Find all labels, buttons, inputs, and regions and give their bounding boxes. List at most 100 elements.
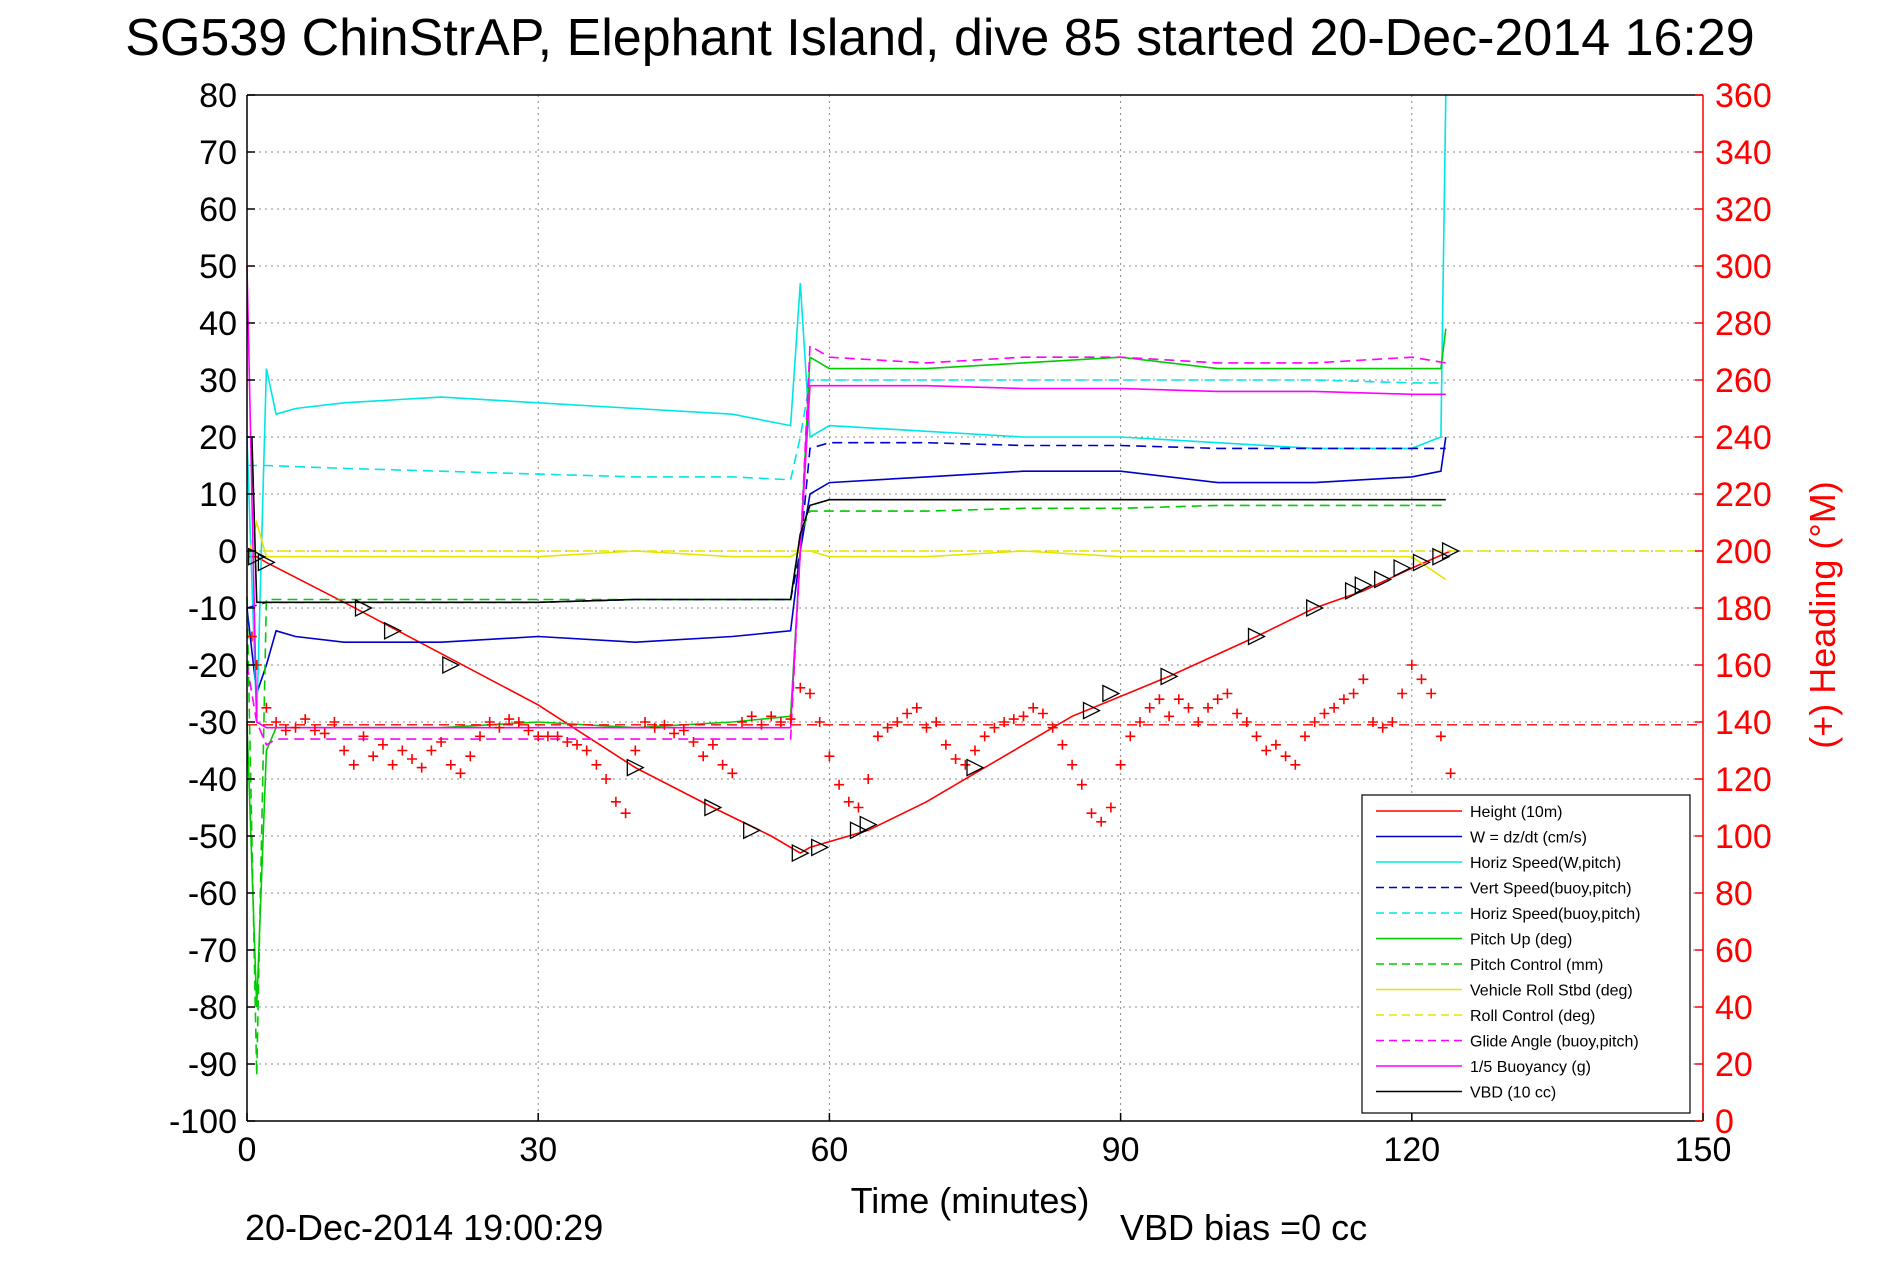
heading-point	[1144, 702, 1155, 713]
heading-point	[1445, 768, 1456, 779]
legend-label: Glide Angle (buoy,pitch)	[1470, 1034, 1639, 1051]
y-tick-label: -50	[188, 818, 237, 856]
heading-point	[397, 745, 408, 756]
legend-label: Height (10m)	[1470, 804, 1562, 821]
heading-point	[368, 751, 379, 762]
heading-point	[766, 711, 777, 722]
heading-point	[1348, 688, 1359, 699]
heading-point	[581, 745, 592, 756]
heading-point	[1251, 731, 1262, 742]
heading-point	[552, 731, 563, 742]
heading-point	[280, 725, 291, 736]
heading-point	[805, 688, 815, 699]
y-tick-label: 0	[218, 533, 237, 571]
right-tick-label: 20	[1715, 1046, 1753, 1084]
heading-point	[329, 717, 340, 727]
right-tick-label: 120	[1715, 761, 1772, 799]
legend-label: W = dz/dt (cm/s)	[1470, 830, 1587, 847]
heading-point	[814, 717, 825, 727]
right-tick-label: 320	[1715, 191, 1772, 229]
heading-point	[387, 759, 398, 770]
heading-point	[1397, 688, 1408, 699]
heading-point	[756, 719, 767, 730]
heading-point	[1193, 717, 1204, 727]
heading-point	[358, 731, 369, 742]
x-tick-label: 30	[519, 1131, 557, 1169]
heading-point	[271, 717, 282, 727]
heading-point	[1387, 717, 1398, 727]
heading-point	[630, 745, 641, 756]
heading-point	[892, 717, 903, 727]
heading-point	[339, 745, 350, 756]
heading-point	[1047, 722, 1058, 733]
y-tick-label: -100	[169, 1103, 237, 1141]
heading-point	[1212, 694, 1223, 705]
heading-point	[1018, 711, 1029, 722]
heading-point	[246, 631, 257, 642]
heading-point	[649, 722, 660, 733]
y-tick-label: 70	[199, 134, 237, 172]
depth-marker	[791, 844, 810, 863]
depth-markers	[248, 541, 1461, 863]
heading-point	[484, 717, 495, 727]
series-line	[246, 265, 1446, 729]
heading-point	[1319, 708, 1330, 719]
heading-point	[737, 717, 747, 727]
heading-point	[572, 739, 582, 750]
series-lines	[246, 94, 1703, 1076]
right-tick-label: 40	[1715, 989, 1753, 1027]
heading-point	[1270, 739, 1281, 750]
heading-point	[1125, 731, 1136, 742]
heading-point	[1076, 779, 1087, 790]
heading-point	[707, 739, 718, 750]
y-tick-label: -80	[188, 989, 237, 1027]
heading-point	[1008, 714, 1019, 725]
depth-marker	[1393, 559, 1412, 578]
y-tick-label: 80	[199, 77, 237, 115]
depth-marker	[1344, 581, 1364, 600]
heading-point	[455, 768, 466, 779]
heading-point	[1115, 759, 1126, 770]
heading-point	[970, 745, 980, 756]
heading-point	[416, 762, 427, 773]
series-line	[246, 519, 1447, 581]
series-line	[246, 436, 1447, 694]
heading-point	[1232, 708, 1243, 719]
heading-point	[620, 808, 631, 819]
heading-point	[1426, 688, 1437, 699]
y-tick-label: 10	[199, 476, 237, 514]
right-tick-label: 160	[1715, 647, 1772, 685]
legend-box	[1361, 794, 1691, 1114]
heading-point	[445, 759, 456, 770]
right-tick-label: 280	[1715, 305, 1772, 343]
legend-label: Pitch Control (mm)	[1470, 957, 1603, 974]
depth-marker	[849, 821, 868, 840]
heading-markers	[246, 631, 1456, 827]
y-tick-label: -70	[188, 932, 237, 970]
heading-point	[1096, 816, 1107, 827]
heading-point	[533, 731, 544, 742]
y-tick-label: 20	[199, 419, 237, 457]
heading-point	[1435, 731, 1446, 742]
depth-marker	[704, 798, 723, 817]
heading-point	[319, 728, 330, 739]
heading-point	[795, 682, 806, 693]
heading-point	[1164, 711, 1175, 722]
heading-point	[1105, 802, 1116, 813]
series-line	[246, 94, 1447, 723]
heading-point	[824, 751, 835, 762]
y-tick-label: -10	[188, 590, 237, 628]
x-tick-label: 90	[1102, 1131, 1140, 1169]
series-line	[247, 379, 1446, 481]
x-tick-label: 0	[238, 1131, 257, 1169]
heading-point	[853, 802, 864, 813]
right-tick-label: 200	[1715, 533, 1772, 571]
depth-marker	[1432, 547, 1451, 566]
heading-point	[1067, 759, 1078, 770]
heading-point	[659, 719, 670, 730]
heading-point	[843, 796, 854, 807]
heading-point	[513, 717, 524, 727]
depth-marker	[1374, 570, 1393, 589]
